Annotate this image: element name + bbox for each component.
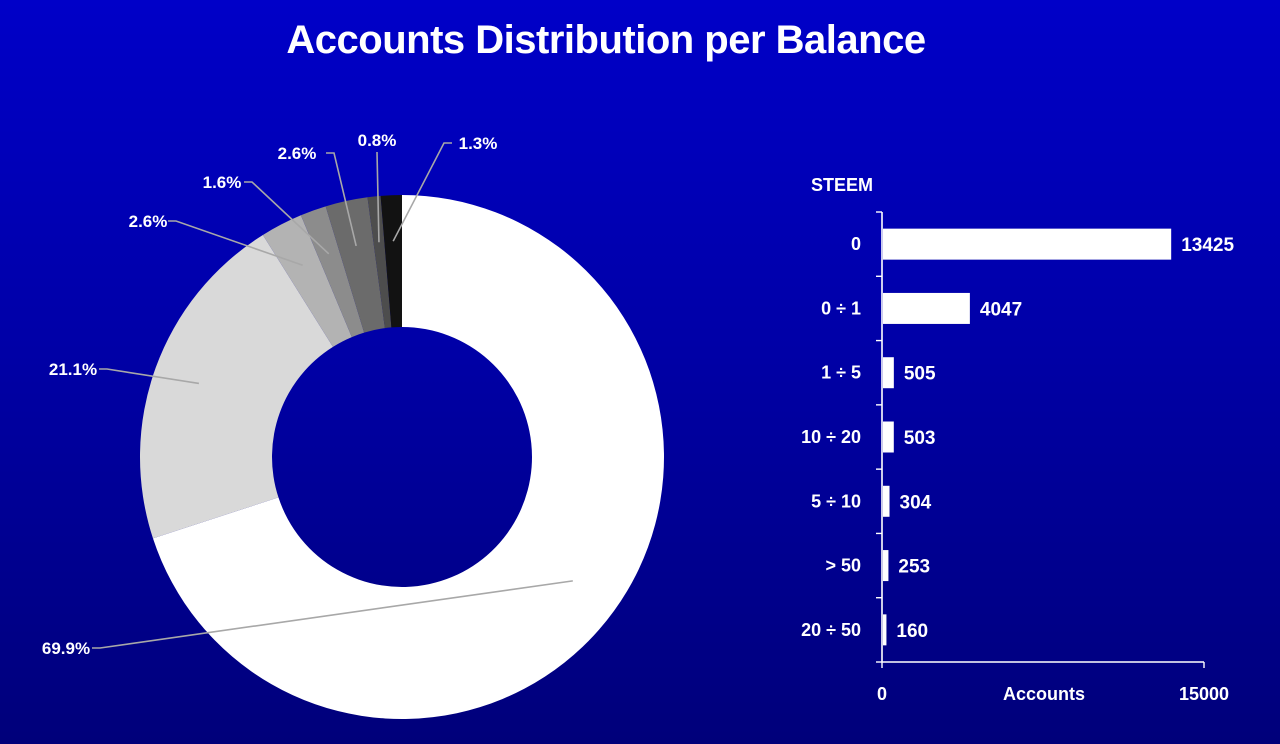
bar xyxy=(883,550,889,582)
leader-line xyxy=(92,580,573,649)
donut-slice xyxy=(380,195,402,328)
category-label: > 50 xyxy=(825,556,861,576)
x-tick-label: 0 xyxy=(877,684,887,704)
donut-slice xyxy=(367,195,392,329)
bar-value-label: 253 xyxy=(898,557,930,578)
x-tick-label: 15000 xyxy=(1179,684,1229,704)
slice-label: 2.6% xyxy=(278,144,317,163)
bar-value-label: 503 xyxy=(904,428,936,449)
bar-value-label: 505 xyxy=(904,364,936,385)
bar xyxy=(883,421,894,453)
bar xyxy=(883,292,970,324)
category-label: 5 ÷ 10 xyxy=(811,491,861,511)
donut-slice xyxy=(325,197,385,333)
slice-label: 0.8% xyxy=(358,131,397,150)
donut-slice xyxy=(152,195,665,720)
category-label: 20 ÷ 50 xyxy=(801,620,861,640)
leader-line xyxy=(376,151,380,243)
donut-slice xyxy=(262,215,352,347)
category-label: 1 ÷ 5 xyxy=(821,363,861,383)
category-label: 10 ÷ 20 xyxy=(801,427,861,447)
bar xyxy=(883,228,1172,260)
bar-value-label: 13425 xyxy=(1181,235,1234,256)
bar-value-label: 304 xyxy=(900,492,932,513)
donut-chart xyxy=(140,195,665,720)
slice-label: 69.9% xyxy=(42,639,90,658)
bar-value-label: 160 xyxy=(896,621,928,642)
leader-line xyxy=(244,181,330,255)
donut-labels: 69.9% 21.1% 2.6% 1.6% 2.6% 0.8% 1.3% xyxy=(42,131,573,658)
leader-line xyxy=(168,220,303,266)
slice-label: 1.3% xyxy=(459,134,498,153)
slice-label: 2.6% xyxy=(129,212,168,231)
bar xyxy=(883,614,887,646)
y-axis-title: STEEM xyxy=(811,175,873,195)
donut-slice xyxy=(300,206,365,338)
slice-label: 1.6% xyxy=(203,173,242,192)
category-label: 0 xyxy=(851,234,861,254)
chart-title: Accounts Distribution per Balance xyxy=(286,18,926,62)
bar xyxy=(883,485,890,517)
slice-label: 21.1% xyxy=(49,360,97,379)
leader-line xyxy=(326,152,357,247)
bar-value-label: 4047 xyxy=(980,299,1022,320)
x-axis-title: Accounts xyxy=(1003,684,1085,704)
bar xyxy=(883,357,894,389)
leader-line xyxy=(99,368,200,385)
leader-line xyxy=(392,142,452,242)
category-label: 0 ÷ 1 xyxy=(821,298,861,318)
donut-slice xyxy=(140,234,333,539)
bar-chart: STEEM 0 15000 Accounts 0 13425 0 ÷ 1 4047 1 ÷ 5 5… xyxy=(801,175,1234,704)
